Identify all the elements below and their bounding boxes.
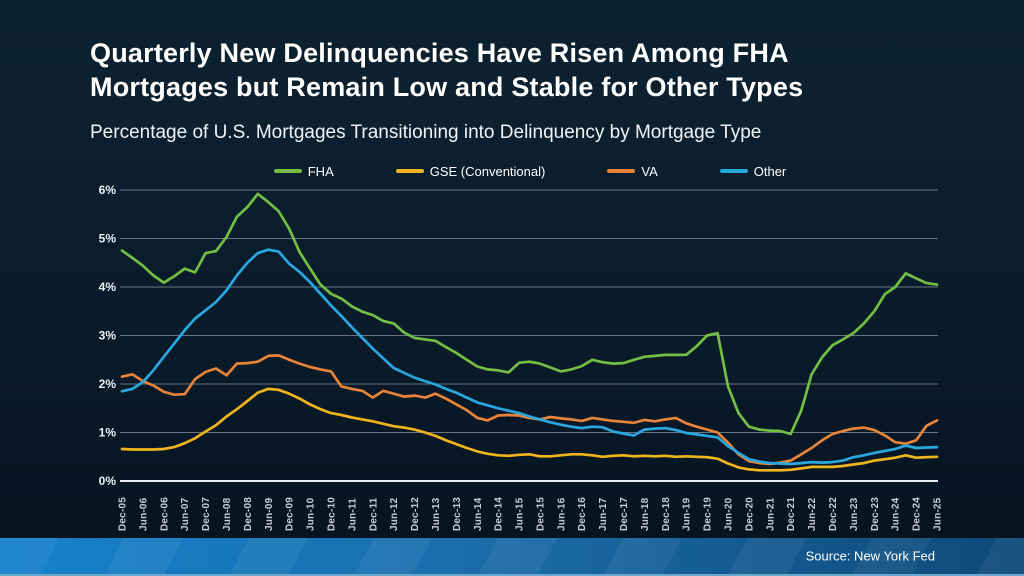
line-fha (120, 192, 939, 436)
svg-text:Dec-12: Dec-12 (410, 497, 421, 531)
svg-text:Jun-23: Jun-23 (849, 497, 860, 531)
svg-text:Jun-24: Jun-24 (891, 497, 902, 531)
series-lines (120, 192, 939, 472)
gse-line-swatch (395, 169, 424, 173)
svg-text:3%: 3% (99, 329, 117, 343)
svg-text:Dec-09: Dec-09 (285, 497, 296, 531)
svg-text:Jun-16: Jun-16 (556, 497, 567, 531)
svg-text:0%: 0% (99, 474, 117, 488)
source-banner: Source: New York Fed (0, 538, 1024, 576)
svg-text:Jun-07: Jun-07 (180, 497, 191, 531)
svg-text:Jun-11: Jun-11 (347, 498, 358, 531)
svg-text:Jun-06: Jun-06 (138, 497, 149, 531)
slide-title-line2: Mortgages but Remain Low and Stable for … (90, 72, 804, 103)
svg-text:Dec-16: Dec-16 (577, 497, 588, 531)
svg-text:Jun-21: Jun-21 (765, 497, 776, 531)
legend-label-other: Other (753, 163, 787, 179)
y-axis-tick-labels: 0% 1% 2% 3% 4% 5% 6% (99, 183, 117, 488)
svg-text:Jun-09: Jun-09 (264, 497, 275, 531)
svg-text:Jun-12: Jun-12 (389, 497, 400, 531)
svg-text:Dec-05: Dec-05 (118, 497, 129, 531)
svg-text:Dec-11: Dec-11 (368, 497, 379, 531)
svg-text:Dec-17: Dec-17 (619, 497, 630, 531)
svg-text:Dec-13: Dec-13 (452, 497, 463, 531)
source-text: Source: New York Fed (805, 548, 935, 564)
svg-text:Jun-22: Jun-22 (807, 497, 818, 531)
svg-text:Dec-10: Dec-10 (326, 497, 337, 531)
svg-text:Dec-14: Dec-14 (494, 497, 505, 531)
line-gse-conventional (120, 387, 939, 472)
svg-text:Dec-15: Dec-15 (535, 497, 546, 531)
svg-text:6%: 6% (99, 183, 117, 197)
svg-text:Dec-18: Dec-18 (661, 497, 672, 531)
svg-text:2%: 2% (99, 377, 117, 391)
svg-text:Jun-13: Jun-13 (431, 497, 442, 531)
line-other (120, 248, 939, 466)
legend-item-gse: GSE (Conventional) (395, 163, 546, 179)
svg-text:Dec-06: Dec-06 (159, 497, 170, 531)
svg-text:Dec-07: Dec-07 (201, 497, 212, 531)
legend-label-gse: GSE (Conventional) (429, 163, 546, 179)
x-axis-tick-labels: Dec-05 Jun-06 Dec-06 Jun-07 Dec-07 Jun-08 Dec-… (118, 497, 944, 531)
svg-text:Dec-24: Dec-24 (912, 497, 923, 531)
svg-text:1%: 1% (99, 426, 117, 440)
legend-item-fha: FHA (273, 163, 334, 179)
slide-title: Quarterly New Delinquencies Have Risen A… (90, 36, 960, 104)
svg-text:Dec-22: Dec-22 (828, 497, 839, 531)
svg-text:Jun-08: Jun-08 (222, 497, 233, 531)
other-line-swatch (719, 169, 748, 173)
svg-text:Dec-23: Dec-23 (870, 497, 881, 531)
chart-subtitle: Percentage of U.S. Mortgages Transitioni… (90, 122, 762, 143)
svg-text:Dec-21: Dec-21 (786, 497, 797, 531)
svg-text:Jun-18: Jun-18 (640, 497, 651, 531)
va-line-swatch (607, 169, 636, 173)
svg-text:Jun-20: Jun-20 (724, 497, 735, 531)
fha-line-swatch (273, 169, 302, 173)
svg-text:5%: 5% (99, 232, 117, 246)
svg-text:Jun-14: Jun-14 (473, 497, 484, 531)
svg-text:4%: 4% (99, 280, 117, 294)
svg-text:Jun-25: Jun-25 (933, 497, 944, 531)
svg-text:Jun-15: Jun-15 (515, 497, 526, 531)
svg-text:Dec-19: Dec-19 (703, 497, 714, 531)
chart-legend: FHA GSE (Conventional) VA Other (122, 161, 938, 181)
svg-text:Jun-19: Jun-19 (682, 497, 693, 531)
svg-text:Dec-20: Dec-20 (744, 497, 755, 531)
slide-title-line1: Quarterly New Delinquencies Have Risen A… (90, 38, 789, 68)
legend-label-fha: FHA (307, 163, 334, 179)
legend-item-va: VA (607, 163, 658, 179)
svg-text:Dec-08: Dec-08 (243, 497, 254, 531)
gridlines (120, 189, 938, 482)
svg-text:Jun-17: Jun-17 (598, 497, 609, 531)
legend-item-other: Other (719, 163, 787, 179)
svg-text:Jun-10: Jun-10 (306, 497, 317, 531)
legend-label-va: VA (641, 163, 658, 179)
